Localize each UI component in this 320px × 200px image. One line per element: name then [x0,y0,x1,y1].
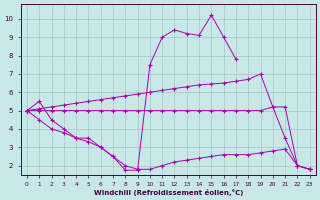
X-axis label: Windchill (Refroidissement éolien,°C): Windchill (Refroidissement éolien,°C) [94,189,243,196]
